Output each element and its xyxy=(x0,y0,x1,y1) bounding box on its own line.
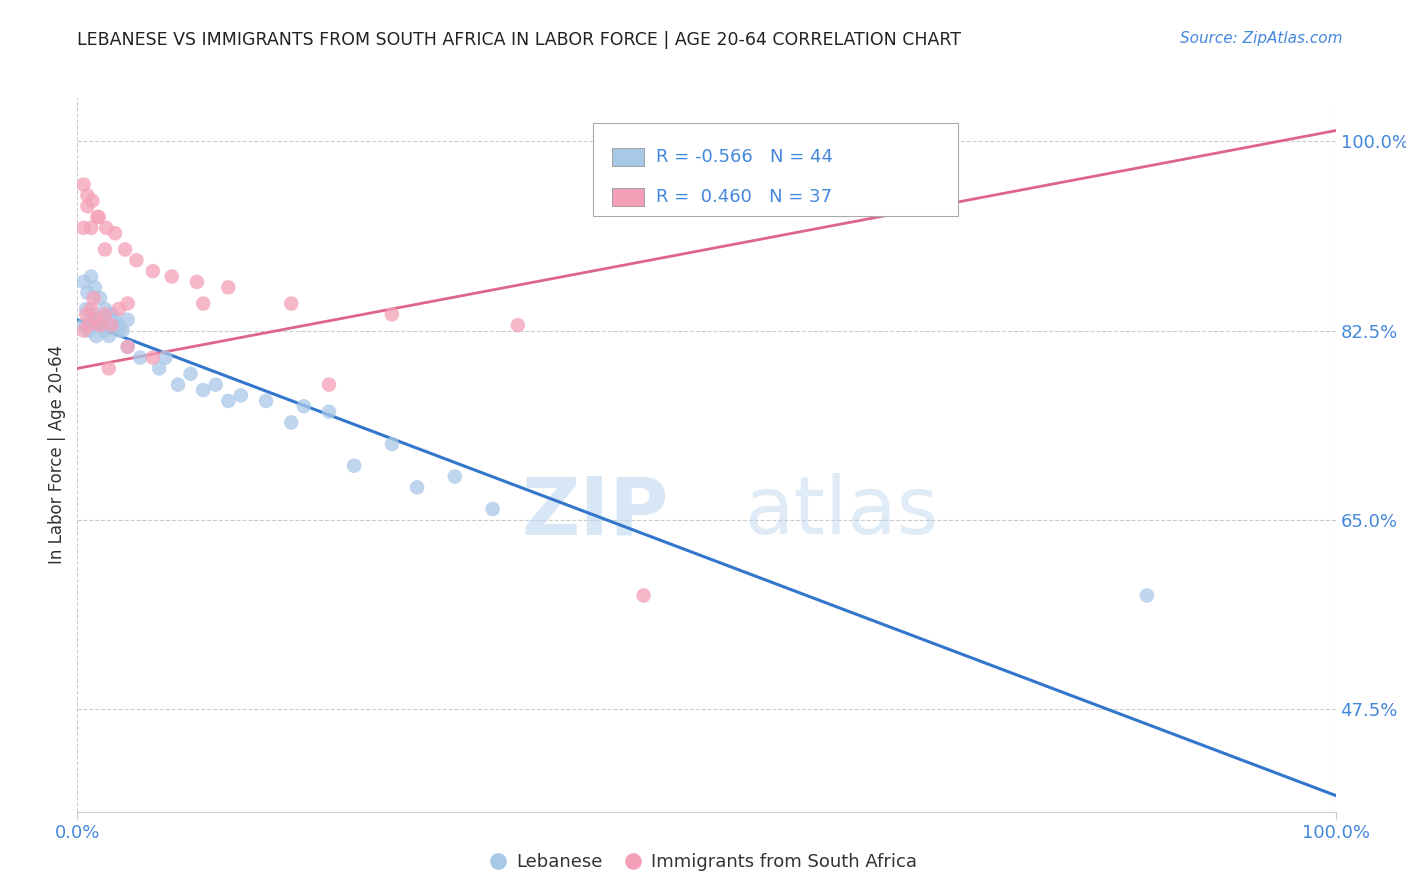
Point xyxy=(280,416,302,430)
FancyBboxPatch shape xyxy=(593,123,959,216)
Point xyxy=(80,220,103,235)
Point xyxy=(84,329,107,343)
Point xyxy=(80,312,103,326)
Point xyxy=(77,318,100,333)
Point xyxy=(217,393,239,408)
Point xyxy=(89,291,111,305)
Point xyxy=(155,351,177,365)
Point xyxy=(96,318,118,333)
Point xyxy=(84,312,107,326)
Point xyxy=(100,307,122,321)
Point xyxy=(96,220,118,235)
Point xyxy=(72,220,94,235)
Point xyxy=(142,264,165,278)
Point xyxy=(186,275,208,289)
Point xyxy=(72,318,94,333)
Point xyxy=(104,227,127,241)
Point xyxy=(217,280,239,294)
Point xyxy=(148,361,170,376)
Bar xyxy=(612,188,644,206)
Point xyxy=(117,340,139,354)
Point xyxy=(114,243,136,257)
Point xyxy=(76,285,98,300)
Point xyxy=(117,296,139,310)
Point xyxy=(381,307,404,321)
Y-axis label: In Labor Force | Age 20-64: In Labor Force | Age 20-64 xyxy=(48,345,66,565)
Legend: Lebanese, Immigrants from South Africa: Lebanese, Immigrants from South Africa xyxy=(482,847,924,879)
Point xyxy=(180,367,202,381)
Point xyxy=(108,318,131,333)
Point xyxy=(82,194,104,208)
Point xyxy=(108,301,131,316)
Point xyxy=(229,388,252,402)
Bar xyxy=(612,148,644,166)
Point xyxy=(142,351,165,365)
Text: LEBANESE VS IMMIGRANTS FROM SOUTH AFRICA IN LABOR FORCE | AGE 20-64 CORRELATION : LEBANESE VS IMMIGRANTS FROM SOUTH AFRICA… xyxy=(77,31,962,49)
Point xyxy=(292,399,315,413)
Text: Source: ZipAtlas.com: Source: ZipAtlas.com xyxy=(1180,31,1343,46)
Point xyxy=(167,377,190,392)
Point xyxy=(94,301,117,316)
Point xyxy=(72,178,94,192)
Point xyxy=(77,324,100,338)
Text: atlas: atlas xyxy=(744,473,939,551)
Point xyxy=(94,307,117,321)
Point xyxy=(72,275,94,289)
Point xyxy=(75,307,97,321)
Point xyxy=(86,210,108,224)
Point xyxy=(280,296,302,310)
Point xyxy=(481,502,503,516)
Point xyxy=(80,301,103,316)
Point xyxy=(80,269,103,284)
Point xyxy=(76,199,98,213)
Point xyxy=(108,324,131,338)
Point xyxy=(129,351,152,365)
Point xyxy=(90,312,112,326)
Point xyxy=(318,405,340,419)
Point xyxy=(83,291,105,305)
Text: ZIP: ZIP xyxy=(522,473,669,551)
Point xyxy=(125,253,148,268)
Point xyxy=(117,340,139,354)
Point xyxy=(111,324,134,338)
Point xyxy=(204,377,226,392)
Point xyxy=(94,243,117,257)
Point xyxy=(93,324,115,338)
Point xyxy=(160,269,183,284)
Point xyxy=(87,210,110,224)
Point xyxy=(191,296,215,310)
Point xyxy=(83,307,105,321)
Point xyxy=(97,361,120,376)
Text: R =  0.460   N = 37: R = 0.460 N = 37 xyxy=(657,188,832,206)
Point xyxy=(104,312,127,326)
Point xyxy=(72,324,94,338)
Point xyxy=(343,458,366,473)
Point xyxy=(506,318,529,333)
Point xyxy=(381,437,404,451)
Point xyxy=(87,318,110,333)
Point xyxy=(100,307,122,321)
Point xyxy=(406,480,429,494)
Point xyxy=(1136,589,1159,603)
Point xyxy=(100,318,122,333)
Point xyxy=(254,393,277,408)
Point xyxy=(444,469,467,483)
Point xyxy=(633,589,655,603)
Point xyxy=(191,383,215,397)
Point xyxy=(97,329,120,343)
Point xyxy=(84,280,107,294)
Point xyxy=(117,312,139,326)
Text: R = -0.566   N = 44: R = -0.566 N = 44 xyxy=(657,148,834,166)
Point xyxy=(75,301,97,316)
Point xyxy=(76,188,98,202)
Point xyxy=(89,318,111,333)
Point xyxy=(318,377,340,392)
